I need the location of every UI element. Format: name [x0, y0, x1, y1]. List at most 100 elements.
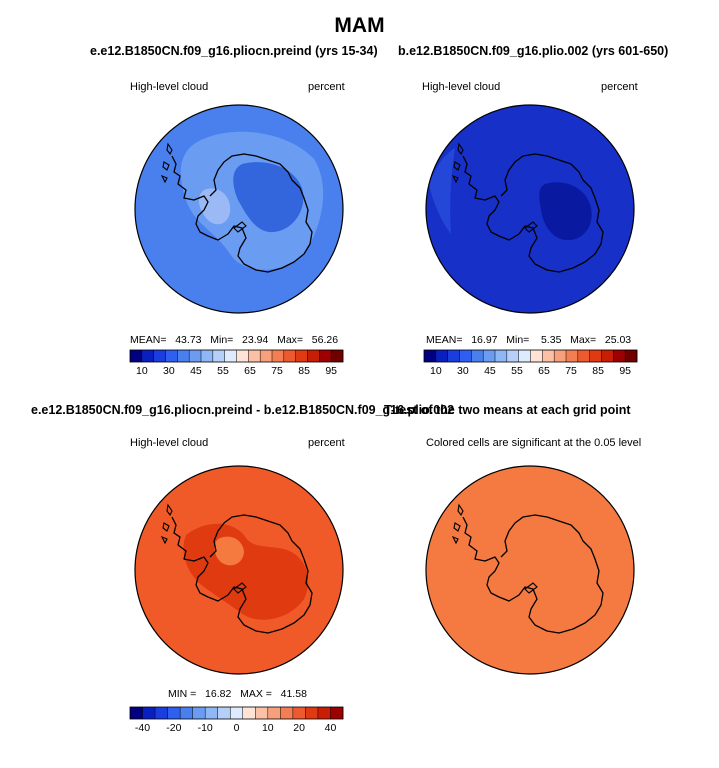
contour-region-2 — [429, 148, 455, 234]
map-border — [425, 104, 635, 314]
colorbar-swatch — [577, 350, 590, 362]
colorbar-swatch — [305, 707, 319, 719]
colorbar-swatch — [625, 350, 638, 362]
colorbar-swatch — [192, 707, 206, 719]
colorbar-swatch — [177, 350, 190, 362]
colorbar-swatch — [307, 350, 320, 362]
antarctica-coastline — [171, 514, 313, 634]
colorbar-swatch — [459, 350, 472, 362]
panel-4-title: T-test of the two means at each grid poi… — [384, 403, 631, 417]
colorbar-swatch — [236, 350, 249, 362]
colorbar-swatch — [566, 350, 579, 362]
antarctica-coastline — [462, 514, 604, 634]
colorbar-swatch — [613, 350, 626, 362]
colorbar-swatch — [201, 350, 214, 362]
island-outline — [162, 161, 170, 171]
colorbar-tick-label: 55 — [217, 365, 229, 377]
island-outline — [451, 535, 459, 545]
colorbar-swatch — [424, 350, 437, 362]
panel-2-colorbar: 10 30 45 55 65 75 85 95 — [423, 349, 638, 377]
contour-region-2 — [233, 162, 304, 233]
island-outline — [162, 522, 170, 532]
colorbar-swatch — [153, 350, 166, 362]
colorbar-swatch — [601, 350, 614, 362]
panel-4-polar-map — [425, 465, 635, 675]
island-outline — [233, 221, 247, 233]
panel-1-polar-map — [134, 104, 344, 314]
colorbar-tick-label: 65 — [538, 365, 550, 377]
colorbar-swatch — [212, 350, 225, 362]
panel-1-variable-label: High-level cloud — [130, 81, 209, 93]
colorbar-tick-label: 65 — [244, 365, 256, 377]
panel-2-title: b.e12.B1850CN.f09_g16.plio.002 (yrs 601-… — [398, 44, 669, 58]
colorbar-tick-label: 0 — [234, 722, 240, 734]
figure-title: MAM — [334, 14, 385, 37]
colorbar-swatch — [260, 350, 273, 362]
map-border — [134, 465, 344, 675]
colorbar-swatch — [554, 350, 567, 362]
panel-3-units-label: percent — [308, 437, 345, 449]
colorbar-swatch — [205, 707, 219, 719]
colorbar-swatch — [142, 707, 156, 719]
colorbar-tick-label: 75 — [565, 365, 577, 377]
colorbar-swatch — [317, 707, 331, 719]
colorbar-outline — [129, 706, 344, 720]
colorbar-swatch — [542, 350, 555, 362]
colorbar-tick-label: 10 — [262, 722, 274, 734]
island-outline — [453, 161, 461, 171]
island-outline — [451, 174, 459, 184]
island-outline — [453, 522, 461, 532]
colorbar-tick-label: 40 — [325, 722, 337, 734]
colorbar-tick-label: 10 — [430, 365, 442, 377]
island-outline — [166, 503, 173, 517]
panel-1-colorbar: 10 30 45 55 65 75 85 95 — [129, 349, 344, 377]
panel-2-variable-label: High-level cloud — [422, 81, 501, 93]
island-outline — [160, 535, 168, 545]
colorbar-swatch — [471, 350, 484, 362]
colorbar-swatch — [242, 707, 256, 719]
colorbar-swatch — [189, 350, 202, 362]
panel-1-title: e.e12.B1850CN.f09_g16.pliocn.preind (yrs… — [90, 44, 378, 58]
colorbar-swatch — [165, 350, 178, 362]
colorbar-swatch — [224, 350, 237, 362]
colorbar-tick-label: 55 — [511, 365, 523, 377]
colorbar-swatch — [272, 350, 285, 362]
map-border — [425, 465, 635, 675]
colorbar-tick-label: 85 — [298, 365, 310, 377]
colorbar-swatch — [447, 350, 460, 362]
colorbar-swatch — [167, 707, 181, 719]
island-outline — [524, 221, 538, 233]
contour-region-2 — [214, 536, 244, 566]
island-outline — [524, 582, 538, 594]
colorbar-swatch — [495, 350, 508, 362]
colorbar-tick-label: -10 — [198, 722, 213, 734]
panel-2-stats: MEAN= 16.97 Min= 5.35 Max= 25.03 — [426, 334, 632, 346]
island-outline — [233, 582, 247, 594]
colorbar-tick-label: 30 — [457, 365, 469, 377]
island-outline — [457, 503, 464, 517]
colorbar-swatch — [589, 350, 602, 362]
colorbar-swatch — [230, 707, 244, 719]
map-base-field — [426, 105, 634, 313]
colorbar-tick-label: 85 — [592, 365, 604, 377]
colorbar-tick-label: 75 — [271, 365, 283, 377]
panel-3-colorbar: -40 -20 -10 0 10 20 40 — [129, 706, 344, 734]
colorbar-swatch — [435, 350, 448, 362]
panel-2-units-label: percent — [601, 81, 638, 93]
colorbar-tick-label: 20 — [293, 722, 305, 734]
island-outline — [160, 174, 168, 184]
map-border — [134, 104, 344, 314]
colorbar-swatch — [217, 707, 231, 719]
colorbar-swatch — [331, 350, 344, 362]
colorbar-tick-label: -20 — [166, 722, 181, 734]
colorbar-tick-label: 10 — [136, 365, 148, 377]
panel-3-stats: MIN = 16.82 MAX = 41.58 — [168, 688, 307, 700]
colorbar-swatch — [292, 707, 306, 719]
colorbar-tick-label: -40 — [135, 722, 150, 734]
colorbar-swatch — [283, 350, 296, 362]
map-base-field — [426, 466, 634, 674]
island-outline — [457, 142, 464, 156]
colorbar-swatch — [330, 707, 344, 719]
contour-region-1 — [539, 182, 592, 241]
colorbar-swatch — [319, 350, 332, 362]
